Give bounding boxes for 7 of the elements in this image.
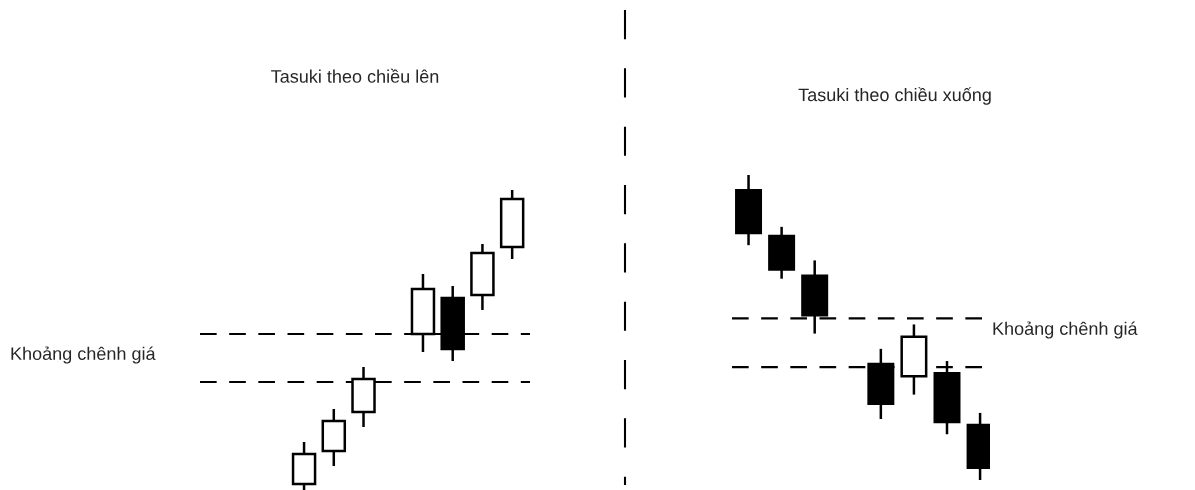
text: Khoảng chênh giá <box>11 346 156 364</box>
chart-title: Tasuki theo chiều lên <box>271 68 439 83</box>
text: Khoảng chênh giá <box>993 321 1138 339</box>
candlestick <box>735 175 763 247</box>
candlestick <box>470 242 495 312</box>
chart-title: Tasuki theo chiều xuống <box>798 87 991 105</box>
candlestick <box>768 225 796 280</box>
